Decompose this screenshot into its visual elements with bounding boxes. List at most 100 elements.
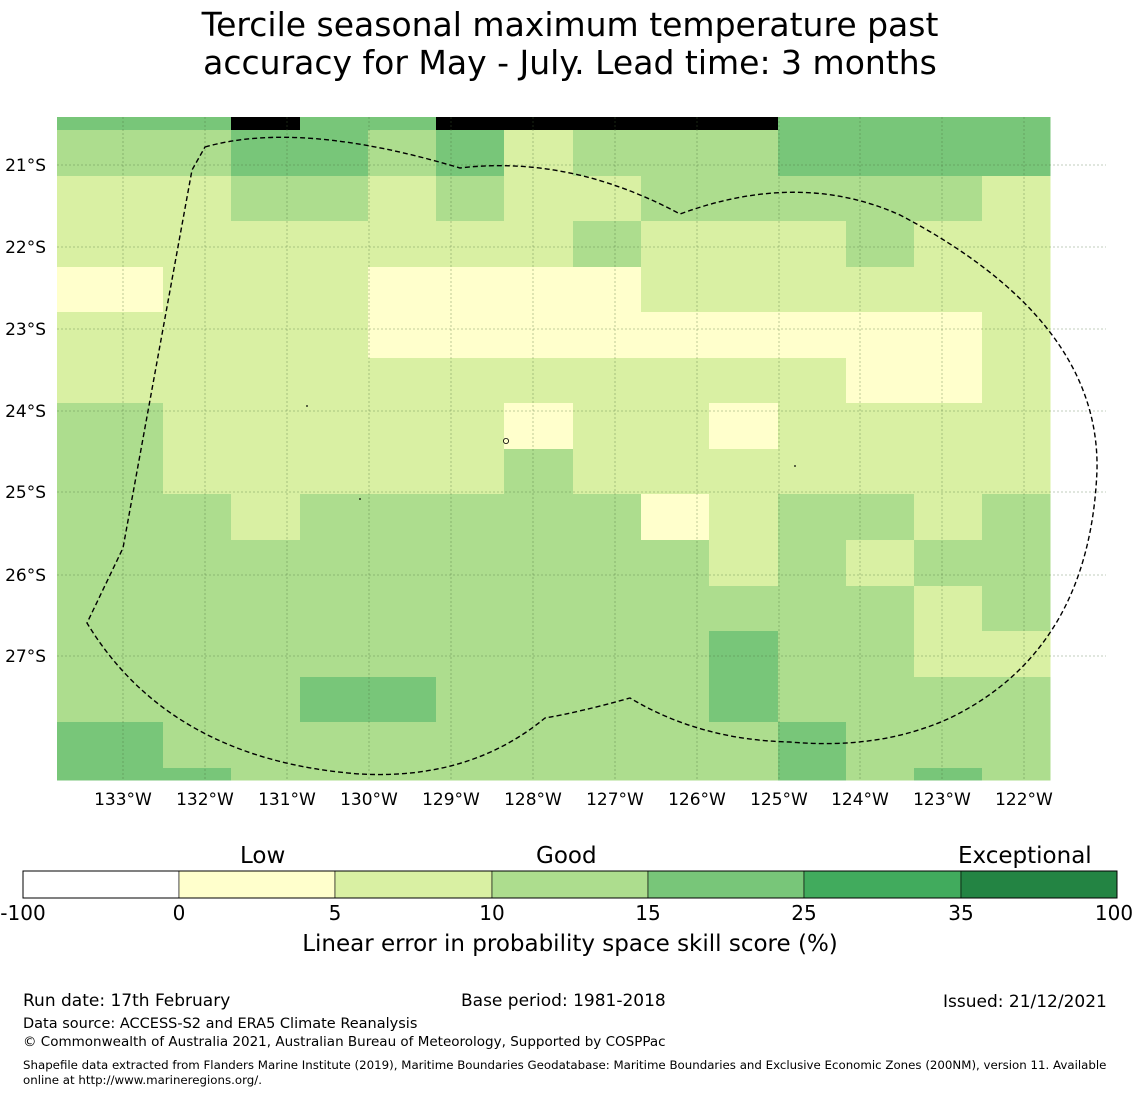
grid-cell [914,449,983,495]
longitude-label: 123°W [913,790,971,810]
grid-cell [95,768,164,781]
grid-cell [573,677,642,723]
grid-cell [436,221,505,268]
grid-cell [163,494,232,541]
grid-cell [436,267,505,313]
grid-cell [778,176,847,222]
grid-cell [846,176,915,222]
grid-cell [163,130,232,177]
grid-cell [846,130,915,177]
grid-cell [982,768,1051,781]
grid-cell [231,677,301,723]
longitude-label: 125°W [750,790,808,810]
grid-cell [57,449,96,495]
grid-cell [709,117,779,131]
grid-cell [504,403,574,450]
latitude-label: 23°S [5,320,46,340]
grid-cell [163,540,232,587]
grid-cell [300,540,369,587]
latitude-label: 24°S [5,402,46,422]
latitude-label: 22°S [5,238,46,258]
grid-cell [436,403,505,450]
grid-cell [778,130,847,177]
grid-cell [231,540,301,587]
grid-cell [709,768,779,781]
grid-cell [504,494,574,541]
grid-cell [778,586,847,632]
base-period: Base period: 1981-2018 [461,991,666,1011]
grid-cell [982,631,1051,678]
grid-cell [504,449,574,495]
grid-cell [573,494,642,541]
grid-cell [436,176,505,222]
longitude-label: 128°W [504,790,562,810]
grid-cell [95,267,164,313]
grid-cell [368,494,437,541]
grid-cell [57,358,96,404]
grid-cell [573,722,642,769]
grid-cell [95,117,164,131]
grid-cell [573,221,642,268]
colorbar-swatch [647,870,805,899]
grid-cell [641,586,710,632]
grid-cell [982,117,1051,131]
grid-cell [436,358,505,404]
grid-cell [914,494,983,541]
colorbar-label: Linear error in probability space skill … [302,931,838,957]
grid-cell [504,722,574,769]
grid-cell [57,494,96,541]
grid-cell [573,540,642,587]
grid-cell [914,221,983,268]
grid-cell [95,494,164,541]
longitude-label: 132°W [176,790,234,810]
grid-cell [436,312,505,359]
grid-cell [504,677,574,723]
grid-cell [231,494,301,541]
latitude-label: 26°S [5,566,46,586]
grid-cell [982,130,1051,177]
grid-cell [573,768,642,781]
grid-cell [982,586,1051,632]
grid-cell [914,586,983,632]
grid-cell [914,768,983,781]
grid-cell [163,117,232,131]
grid-cell [57,586,96,632]
grid-cell [914,117,983,131]
grid-cell [982,312,1051,359]
grid-cell [778,494,847,541]
grid-cell [914,176,983,222]
grid-cell [573,130,642,177]
grid-cell [368,312,437,359]
grid-cell [163,631,232,678]
grid-cell [914,722,983,769]
grid-cell [982,358,1051,404]
run-date: Run date: 17th February [23,991,231,1011]
grid-cell [573,631,642,678]
grid-cell [778,358,847,404]
colorbar [22,870,1118,899]
grid-cell [641,130,710,177]
grid-cell [95,586,164,632]
grid-cell [778,631,847,678]
grid-cell [573,358,642,404]
grid-cell [436,117,505,131]
grid-cell [300,312,369,359]
longitude-label: 133°W [94,790,152,810]
grid-cell [846,267,915,313]
grid-cell [95,722,164,769]
grid-cell [778,221,847,268]
latitude-labels: 21°S 22°S 23°S 24°S 25°S 26°S 27°S [5,156,46,667]
grid-cell [982,403,1051,450]
grid-cell [573,312,642,359]
grid-cell [231,631,301,678]
colorbar-swatch [22,870,180,899]
grid-cell [573,449,642,495]
colorbar-tick: 100 [1094,901,1134,925]
grid-cell [300,449,369,495]
colorbar-swatch [334,870,493,899]
longitude-label: 127°W [586,790,644,810]
longitude-labels: 133°W 132°W 131°W 130°W 129°W 128°W 127°W 126°W… [94,790,1053,810]
grid-cell [300,494,369,541]
island [306,405,308,407]
